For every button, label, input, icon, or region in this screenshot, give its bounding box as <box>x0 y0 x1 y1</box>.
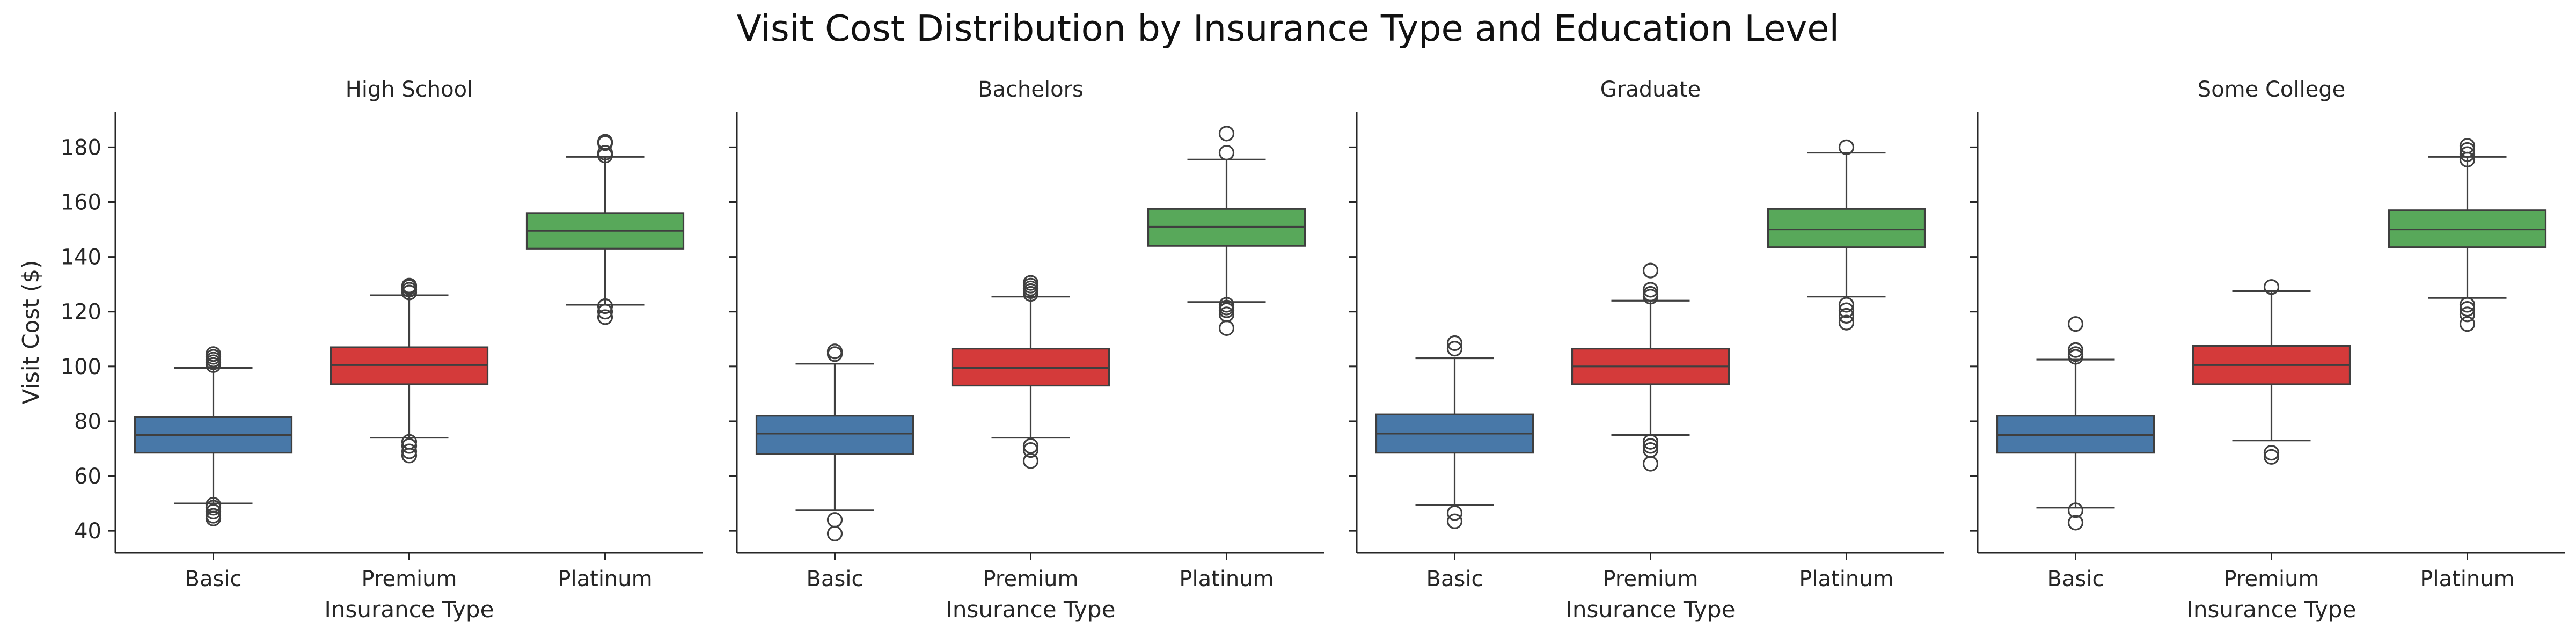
outlier-point <box>597 309 613 325</box>
y-tick-label: 80 <box>74 409 101 434</box>
outlier-point <box>1642 262 1659 279</box>
outlier-point <box>1838 302 1855 318</box>
outlier-point <box>826 525 843 541</box>
outlier-point <box>1218 297 1235 313</box>
outlier-point <box>2459 142 2476 158</box>
outlier-point <box>1838 297 1855 313</box>
outlier-point <box>1446 335 1463 352</box>
panel-title: Graduate <box>1600 77 1701 102</box>
outlier-point <box>2067 515 2084 531</box>
outlier-point <box>1642 442 1659 458</box>
outlier-point <box>1218 126 1235 142</box>
panel-title: High School <box>346 77 473 102</box>
outlier-point <box>2263 279 2280 295</box>
outlier-point <box>1838 139 1855 155</box>
x-tick-label: Premium <box>983 567 1079 591</box>
x-tick-label: Basic <box>2047 567 2104 591</box>
outlier-point <box>2067 316 2084 332</box>
outlier-point <box>205 508 222 524</box>
outlier-point <box>401 277 418 294</box>
outlier-point <box>205 346 222 362</box>
y-tick-label: 180 <box>61 135 101 160</box>
outlier-point <box>1022 438 1039 454</box>
y-tick-label: 40 <box>74 519 101 544</box>
x-tick-label: Platinum <box>558 567 652 591</box>
outlier-point <box>1022 442 1039 458</box>
outlier-point <box>205 497 222 513</box>
outlier-point <box>1446 505 1463 521</box>
outlier-point <box>2459 301 2476 317</box>
panel-title: Some College <box>2198 77 2345 102</box>
outlier-point <box>1838 308 1855 324</box>
x-axis-label: Insurance Type <box>946 596 1116 623</box>
outlier-point <box>2067 342 2084 358</box>
x-axis-label: Insurance Type <box>325 596 494 623</box>
x-tick-label: Premium <box>1603 567 1699 591</box>
outlier-point <box>1022 275 1039 291</box>
y-tick-label: 60 <box>74 464 101 489</box>
outlier-point <box>2459 306 2476 323</box>
x-axis-label: Insurance Type <box>1566 596 1736 623</box>
x-tick-label: Platinum <box>2420 567 2514 591</box>
chart-title: Visit Cost Distribution by Insurance Typ… <box>736 8 1840 49</box>
outlier-point <box>597 304 613 320</box>
outlier-point <box>2067 346 2084 362</box>
y-axis-label: Visit Cost ($) <box>18 260 44 404</box>
outlier-point <box>205 503 222 520</box>
x-tick-label: Premium <box>362 567 457 591</box>
outlier-point <box>2459 146 2476 162</box>
outlier-point <box>2459 316 2476 332</box>
y-tick-label: 140 <box>61 245 101 270</box>
outlier-point <box>1642 456 1659 472</box>
x-tick-label: Premium <box>2224 567 2319 591</box>
outlier-point <box>1446 341 1463 357</box>
y-tick-label: 100 <box>61 355 101 379</box>
outlier-point <box>2459 138 2476 154</box>
outlier-point <box>826 512 843 528</box>
outlier-point <box>1642 434 1659 450</box>
outlier-point <box>1642 286 1659 302</box>
outlier-point <box>1642 438 1659 454</box>
outlier-point <box>1218 320 1235 336</box>
box-basic <box>755 415 914 455</box>
x-tick-label: Basic <box>1426 567 1483 591</box>
outlier-point <box>597 298 613 314</box>
outlier-point <box>1022 453 1039 469</box>
outlier-point <box>1218 306 1235 323</box>
outlier-point <box>1446 513 1463 529</box>
x-tick-label: Basic <box>807 567 863 591</box>
x-tick-label: Platinum <box>1179 567 1274 591</box>
outlier-point <box>597 144 613 161</box>
y-tick-label: 160 <box>61 190 101 215</box>
outlier-point <box>2263 449 2280 465</box>
x-tick-label: Basic <box>185 567 242 591</box>
outlier-point <box>1838 314 1855 331</box>
outlier-point <box>826 343 843 360</box>
x-axis-label: Insurance Type <box>2187 596 2357 623</box>
x-tick-label: Platinum <box>1799 567 1893 591</box>
outlier-point <box>2263 445 2280 461</box>
y-tick-label: 120 <box>61 300 101 325</box>
outlier-point <box>401 438 418 454</box>
outlier-point <box>1642 282 1659 298</box>
outlier-point <box>2067 502 2084 518</box>
box-platinum <box>1767 208 1926 248</box>
outlier-point <box>401 434 418 450</box>
outlier-point <box>1218 144 1235 161</box>
outlier-point <box>2459 297 2476 313</box>
outlier-point <box>401 443 418 459</box>
outlier-point <box>597 134 613 150</box>
panel-title: Bachelors <box>978 77 1084 102</box>
